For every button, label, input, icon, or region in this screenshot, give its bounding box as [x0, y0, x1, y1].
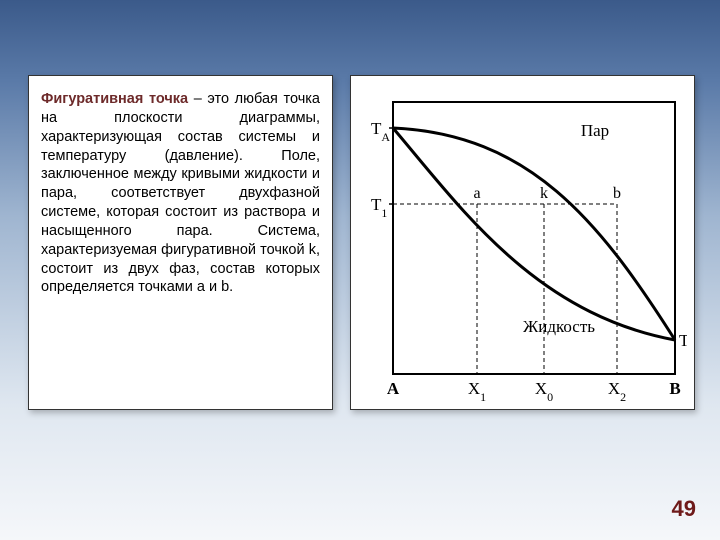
definition-body: – это любая точка на плоскости диаграммы… [41, 91, 320, 295]
page-number: 49 [672, 496, 696, 522]
svg-text:Жидкость: Жидкость [523, 317, 595, 336]
term-highlight: Фигуративная точка [41, 91, 188, 107]
phase-diagram-panel: akbTAT1TBAX1X0X2BПарЖидкость [350, 75, 695, 410]
svg-text:A: A [387, 379, 400, 398]
phase-diagram-svg: akbTAT1TBAX1X0X2BПарЖидкость [359, 84, 687, 402]
definition-paragraph: Фигуративная точка – это любая точка на … [41, 90, 320, 297]
definition-text-panel: Фигуративная точка – это любая точка на … [28, 75, 333, 410]
svg-text:b: b [613, 185, 621, 202]
svg-text:Пар: Пар [581, 121, 609, 140]
svg-text:k: k [540, 185, 548, 202]
svg-text:B: B [669, 379, 680, 398]
svg-text:a: a [473, 185, 480, 202]
